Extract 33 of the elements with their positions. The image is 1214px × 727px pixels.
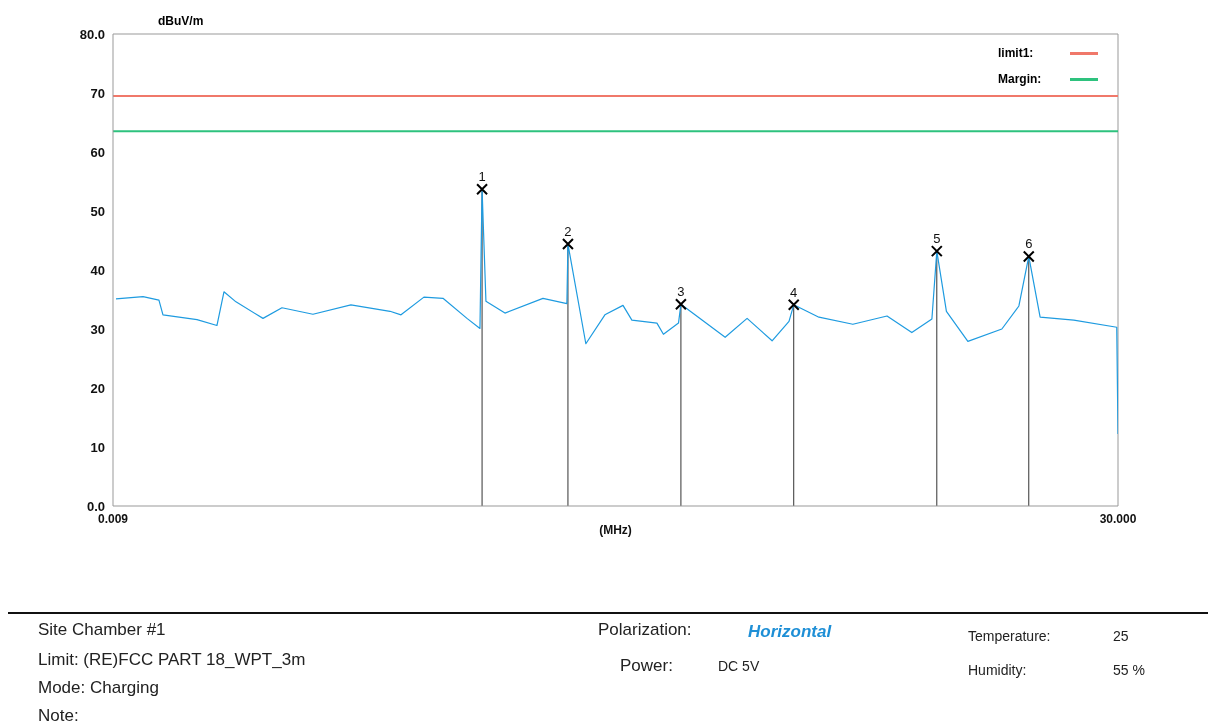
y-tick-label: 0.0 bbox=[86, 498, 105, 514]
y-tick-label: 50 bbox=[90, 203, 105, 219]
text: Limit: (RE)FCC PART 18_WPT_3m bbox=[38, 650, 306, 670]
annotation: 2 bbox=[564, 224, 572, 240]
text: Site Chamber #1 bbox=[38, 620, 166, 640]
annotation: 6 bbox=[1025, 236, 1033, 252]
x-tick-label: 0.009 bbox=[97, 511, 129, 526]
text: Humidity: bbox=[968, 662, 1027, 678]
text: limit1: bbox=[998, 46, 1035, 60]
text: 25 bbox=[1113, 628, 1129, 644]
annotation: 3 bbox=[677, 284, 685, 300]
text: Note: bbox=[38, 706, 79, 726]
annotation: 4 bbox=[790, 284, 798, 300]
y-tick-label: 70 bbox=[90, 85, 105, 101]
annotation: 5 bbox=[933, 231, 941, 247]
y-tick-label: 80.0 bbox=[79, 26, 105, 42]
y-tick-label: 30 bbox=[90, 321, 105, 337]
text: Mode: Charging bbox=[38, 678, 159, 698]
text: DC 5V bbox=[718, 658, 760, 674]
y-tick-label: 40 bbox=[90, 262, 105, 278]
y-tick-label: 10 bbox=[90, 439, 105, 455]
y-axis-title: dBuV/m bbox=[158, 14, 204, 28]
text: Polarization: bbox=[598, 620, 692, 640]
text: 55 % bbox=[1113, 662, 1145, 678]
legend-label: Margin: bbox=[998, 72, 1043, 86]
text: Horizontal bbox=[748, 622, 832, 642]
text: Power: bbox=[620, 656, 673, 676]
annotation: 1 bbox=[478, 169, 486, 185]
x-tick-label: 30.000 bbox=[1099, 511, 1137, 526]
x-axis-title: (MHz) bbox=[599, 523, 632, 537]
y-tick-label: 60 bbox=[90, 144, 105, 160]
text: Temperature: bbox=[968, 628, 1051, 644]
y-tick-label: 20 bbox=[90, 380, 105, 396]
